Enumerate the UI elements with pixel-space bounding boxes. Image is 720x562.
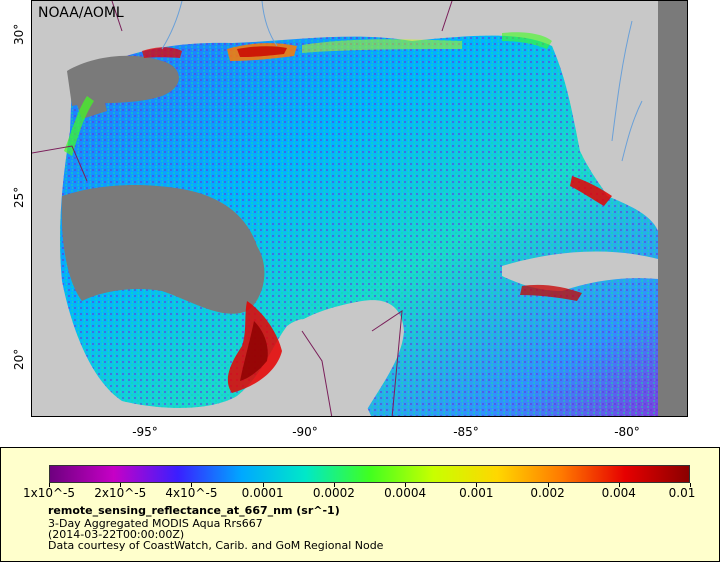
variable-label: remote_sensing_reflectance_at_667_nm (sr…: [48, 504, 340, 517]
yucatan-land: [262, 300, 404, 416]
lon-tick-95: -95°: [132, 425, 158, 439]
colorbar-label: 0.004: [601, 486, 636, 500]
map-panel[interactable]: NOAA/AOML: [31, 0, 688, 417]
coastal-plume-cuba: [520, 284, 582, 301]
colorbar-tick: [49, 483, 50, 487]
colorbar-label: 2x10^-5: [94, 486, 147, 500]
colorbar-tick: [405, 483, 407, 487]
colorbar: [49, 465, 690, 483]
colorbar-tick: [618, 483, 620, 487]
colorbar-tick: [191, 483, 193, 487]
lon-tick-90: -90°: [292, 425, 318, 439]
credit-label: NOAA/AOML: [38, 5, 124, 21]
country-borders: [32, 1, 453, 416]
colorbar-label: 0.0002: [312, 486, 355, 500]
lon-tick-85: -85°: [453, 425, 479, 439]
reflectance-map: [32, 1, 687, 416]
colorbar-label: 0.0004: [384, 486, 427, 500]
rivers: [161, 1, 643, 162]
colorbar-label: 0.001: [459, 486, 494, 500]
legend-panel: remote_sensing_reflectance_at_667_nm (sr…: [0, 447, 720, 562]
colorbar-tick: [333, 483, 335, 487]
no-data-east: [658, 1, 687, 416]
colorbar-tick: [476, 483, 478, 487]
colorbar-label: 0.002: [530, 486, 565, 500]
colorbar-label: 0.0001: [241, 486, 284, 500]
cuba-land: [502, 251, 658, 291]
lat-tick-30: 30°: [12, 23, 26, 45]
colorbar-tick: [690, 483, 691, 487]
coastal-plume-texas: [142, 47, 182, 58]
no-data-patch: [61, 185, 265, 314]
colorbar-label: 0.01: [668, 486, 696, 500]
lon-tick-80: -80°: [614, 425, 640, 439]
courtesy-label: Data courtesy of CoastWatch, Carib. and …: [48, 539, 384, 552]
florida-land: [552, 31, 658, 206]
colorbar-tick: [120, 483, 122, 487]
lat-tick-20: 20°: [12, 348, 26, 370]
product-label: 3-Day Aggregated MODIS Aqua Rrs667: [48, 517, 263, 530]
date-label: (2014-03-22T00:00:00Z): [48, 528, 185, 541]
colorbar-label: 4x10^-5: [165, 486, 218, 500]
colorbar-label: 1x10^-5: [22, 486, 76, 500]
lat-tick-25: 25°: [12, 186, 26, 208]
colorbar-tick: [262, 483, 264, 487]
coastal-plume-florida: [570, 176, 612, 206]
colorbar-tick: [547, 483, 549, 487]
